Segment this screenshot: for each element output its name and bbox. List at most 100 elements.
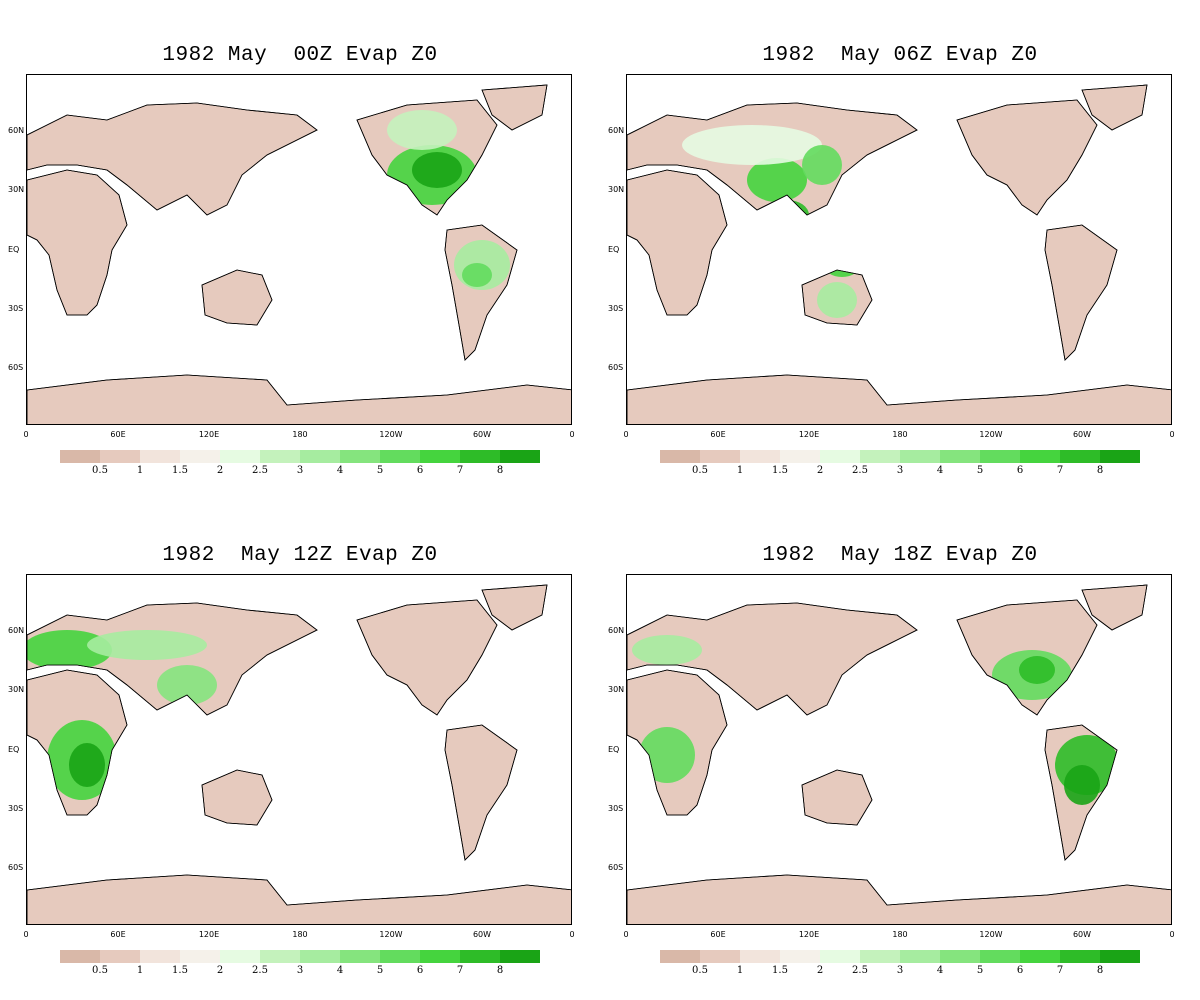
colorbar-label: 2.5	[852, 465, 868, 476]
colorbar-label: 1.5	[172, 465, 188, 476]
colorbar-label: 3	[296, 965, 304, 976]
lat-tick-label: 30S	[608, 804, 624, 813]
colorbar-swatch	[700, 950, 740, 963]
lon-tick-label: 0	[569, 930, 575, 939]
colorbar-swatch	[940, 450, 980, 463]
colorbar-swatch	[260, 950, 300, 963]
colorbar-label: 2	[816, 465, 824, 476]
colorbar-swatch	[780, 950, 820, 963]
coastline-africa	[27, 169, 128, 316]
colorbar-label: 0.5	[92, 965, 108, 976]
evap-contour	[87, 630, 207, 660]
continent-antarctica	[27, 874, 571, 924]
colorbar-swatch	[460, 450, 500, 463]
coastline-australia	[801, 269, 873, 326]
continent-antarctica	[27, 374, 571, 424]
colorbar-swatch	[500, 450, 540, 463]
coastline-greenland	[481, 84, 548, 131]
map-frame	[626, 574, 1172, 925]
colorbar-swatch	[660, 950, 700, 963]
panel-title: 1982 May 06Z Evap Z0	[762, 44, 1038, 67]
evap-contour	[387, 110, 457, 150]
map-panel: 1982 May 18Z Evap Z0 60N 30N EQ 30S 60S 0 60E 12…	[600, 500, 1200, 1000]
colorbar	[60, 950, 540, 963]
map-panel: 1982 May 06Z Evap Z0 60N 30N EQ 30S 60S 0 60E 12…	[600, 0, 1200, 500]
lon-tick-label: 0	[623, 430, 629, 439]
continent-africa	[27, 169, 128, 316]
panel-title: 1982 May 00Z Evap Z0	[162, 44, 438, 67]
colorbar-label: 0.5	[92, 465, 108, 476]
coastline-antarctica	[627, 874, 1171, 924]
lon-tick-label: 120W	[379, 930, 403, 939]
colorbar-label: 5	[376, 465, 384, 476]
lat-tick-label: EQ	[608, 245, 620, 254]
map-panel: 1982 May 12Z Evap Z0 60N 30N EQ 30S 60S 0 60E 12…	[0, 500, 600, 1000]
lon-tick-label: 120W	[379, 430, 403, 439]
colorbar-swatch	[500, 950, 540, 963]
lon-tick-label: 60W	[472, 430, 492, 439]
colorbar-swatch	[380, 950, 420, 963]
colorbar-label: 5	[976, 465, 984, 476]
lat-tick-label: 60N	[8, 126, 25, 135]
colorbar-swatch	[860, 450, 900, 463]
colorbar-label: 4	[936, 465, 944, 476]
coastline-greenland	[1081, 84, 1148, 131]
colorbar-swatch	[180, 950, 220, 963]
colorbar-swatch	[1060, 950, 1100, 963]
colorbar-label: 1.5	[772, 965, 788, 976]
continent-northamerica	[956, 99, 1098, 216]
lat-tick-label: 30N	[8, 685, 25, 694]
world-map	[27, 584, 571, 924]
colorbar-swatch	[700, 450, 740, 463]
lat-tick-label: 30N	[608, 685, 625, 694]
evap-contour	[187, 737, 207, 753]
lon-tick-label: 120W	[979, 430, 1003, 439]
continent-antarctica	[627, 874, 1171, 924]
lon-tick-label: 180	[292, 430, 308, 439]
lat-tick-label: 30S	[8, 304, 24, 313]
evap-contour	[817, 282, 857, 318]
colorbar-label: 7	[456, 965, 464, 976]
colorbar-label: 6	[416, 465, 424, 476]
colorbar-swatch	[740, 450, 780, 463]
world-map	[27, 84, 571, 424]
lat-tick-label: 60N	[608, 626, 625, 635]
continent-northamerica	[356, 599, 498, 716]
colorbar-swatch	[340, 450, 380, 463]
colorbar-swatch	[460, 950, 500, 963]
coastline-antarctica	[627, 374, 1171, 424]
lat-tick-label: EQ	[8, 745, 20, 754]
coastline-antarctica	[27, 374, 571, 424]
colorbar-label: 1	[736, 965, 744, 976]
colorbar-label: 6	[1016, 965, 1024, 976]
lat-tick-label: EQ	[8, 245, 20, 254]
colorbar-swatch	[1060, 450, 1100, 463]
evap-field	[632, 635, 1119, 805]
colorbar-label: 8	[1096, 965, 1104, 976]
continent-southamerica	[444, 724, 518, 861]
colorbar-swatch	[140, 950, 180, 963]
lon-tick-label: 120W	[979, 930, 1003, 939]
coastline-australia	[801, 769, 873, 826]
colorbar-label: 3	[896, 465, 904, 476]
colorbar-label: 4	[336, 465, 344, 476]
lon-tick-label: 180	[292, 930, 308, 939]
evap-contour	[682, 125, 822, 165]
evap-contour	[639, 727, 695, 783]
lat-tick-label: 30S	[608, 304, 624, 313]
colorbar-label: 6	[1016, 465, 1024, 476]
lon-tick-label: 0	[23, 430, 29, 439]
colorbar-label: 8	[496, 465, 504, 476]
lon-tick-label: 180	[892, 430, 908, 439]
coastline-northamerica	[956, 99, 1098, 216]
lat-tick-label: 60S	[8, 863, 24, 872]
coastline-southamerica	[444, 724, 518, 861]
colorbar-label: 2	[816, 965, 824, 976]
colorbar-label: 3	[296, 465, 304, 476]
colorbar-swatch	[220, 950, 260, 963]
colorbar-swatch	[100, 950, 140, 963]
colorbar-label: 8	[1096, 465, 1104, 476]
colorbar-label: 3	[896, 965, 904, 976]
evap-contour	[27, 630, 112, 670]
colorbar-swatch	[1020, 450, 1060, 463]
